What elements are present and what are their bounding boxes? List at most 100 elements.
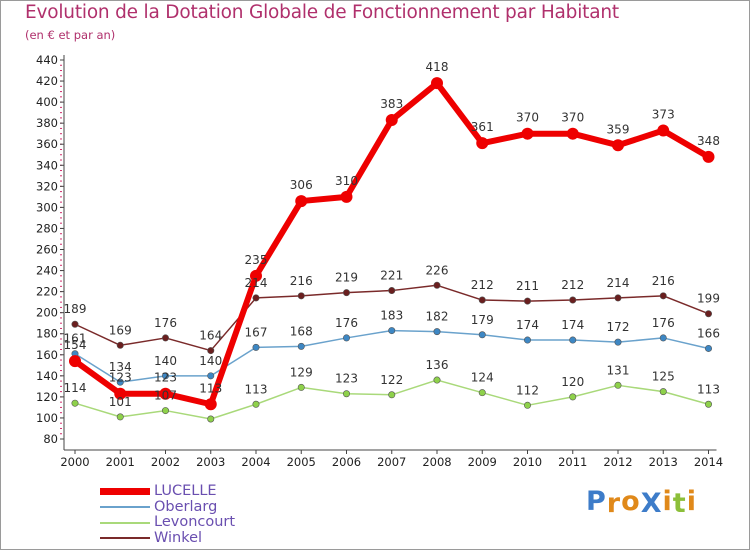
point-levoncourt <box>704 400 712 408</box>
y-minor-tick <box>60 196 62 198</box>
x-tick-label: 2006 <box>332 455 361 469</box>
point-oberlarg <box>207 372 215 380</box>
point-lucelle <box>431 77 443 90</box>
point-lucelle <box>476 137 489 150</box>
point-lucelle <box>340 190 353 203</box>
y-minor-tick <box>60 433 62 435</box>
point-winkel <box>569 296 577 304</box>
point-lucelle <box>250 269 262 282</box>
data-label-winkel: 176 <box>154 316 177 330</box>
data-label-lucelle: 310 <box>335 174 358 188</box>
y-minor-tick <box>60 338 62 340</box>
legend-label: Oberlarg <box>154 498 218 515</box>
x-tick-label: 2001 <box>106 455 135 469</box>
data-label-oberlarg: 182 <box>426 310 449 324</box>
data-label-oberlarg: 183 <box>380 309 403 323</box>
point-lucelle <box>295 195 308 208</box>
y-tick-label: 260 <box>36 243 58 257</box>
y-tick-label: 300 <box>36 200 58 214</box>
data-label-winkel: 219 <box>335 271 358 285</box>
y-minor-tick <box>60 391 62 393</box>
point-lucelle <box>702 150 715 163</box>
point-oberlarg <box>342 334 350 342</box>
y-minor-tick <box>60 64 62 66</box>
y-tick-label: 280 <box>36 221 58 235</box>
legend-item-lucelle: LUCELLE <box>100 484 235 500</box>
point-oberlarg <box>388 327 396 335</box>
point-lucelle <box>159 387 172 400</box>
data-label-oberlarg: 174 <box>561 318 584 332</box>
data-label-levoncourt: 114 <box>64 381 87 395</box>
data-label-oberlarg: 176 <box>335 316 358 330</box>
point-oberlarg <box>252 343 260 351</box>
y-minor-tick <box>60 264 62 266</box>
point-levoncourt <box>252 400 260 408</box>
x-tick-label: 2000 <box>60 455 89 469</box>
x-tick-label: 2012 <box>603 455 632 469</box>
x-tick-label: 2013 <box>649 455 678 469</box>
y-minor-tick <box>60 385 62 387</box>
chart-title: Evolution de la Dotation Globale de Fonc… <box>25 2 619 23</box>
y-minor-tick <box>60 427 62 429</box>
data-label-oberlarg: 140 <box>199 354 222 368</box>
legend-item-levoncourt: Levoncourt <box>100 515 235 531</box>
y-minor-tick <box>60 412 62 414</box>
data-label-oberlarg: 168 <box>290 324 313 338</box>
data-label-winkel: 226 <box>426 263 449 277</box>
data-label-levoncourt: 129 <box>290 365 313 379</box>
logo-letter: i <box>686 486 697 517</box>
data-label-oberlarg: 166 <box>697 326 720 340</box>
point-oberlarg <box>116 378 124 386</box>
data-label-levoncourt: 113 <box>697 382 720 396</box>
data-label-levoncourt: 125 <box>652 370 675 384</box>
chart-subtitle: (en € et par an) <box>25 28 116 42</box>
y-minor-tick <box>60 364 62 366</box>
y-tick-label: 200 <box>36 306 58 320</box>
y-tick-label: 160 <box>36 348 58 362</box>
y-minor-tick <box>60 148 62 150</box>
point-levoncourt <box>614 381 622 389</box>
y-tick-label: 120 <box>36 390 58 404</box>
data-label-oberlarg: 134 <box>109 360 132 374</box>
data-label-winkel: 169 <box>109 323 132 337</box>
y-minor-tick <box>60 191 62 193</box>
data-label-winkel: 216 <box>290 274 313 288</box>
y-minor-tick <box>60 322 62 324</box>
point-lucelle <box>204 398 217 411</box>
point-oberlarg <box>433 328 441 336</box>
point-lucelle <box>566 127 579 140</box>
y-minor-tick <box>60 233 62 235</box>
y-minor-tick <box>60 70 62 72</box>
data-label-winkel: 189 <box>64 302 87 316</box>
data-label-oberlarg: 174 <box>516 318 539 332</box>
point-oberlarg <box>162 372 170 380</box>
data-label-levoncourt: 136 <box>426 358 449 372</box>
data-label-lucelle: 123 <box>109 371 132 385</box>
point-levoncourt <box>478 389 486 397</box>
point-levoncourt <box>659 388 667 396</box>
data-label-lucelle: 348 <box>697 134 720 148</box>
y-minor-tick <box>60 317 62 319</box>
logo-letter: P <box>586 486 607 517</box>
point-winkel <box>659 292 667 300</box>
data-label-winkel: 216 <box>652 274 675 288</box>
y-minor-tick <box>60 75 62 77</box>
point-lucelle <box>612 139 624 152</box>
logo-letter: X <box>640 488 663 519</box>
legend-label: Levoncourt <box>154 514 236 531</box>
point-winkel <box>388 287 396 295</box>
y-tick-label: 360 <box>36 137 58 151</box>
logo-letter: i <box>662 486 673 517</box>
legend-label: Winkel <box>154 529 203 546</box>
x-tick-label: 2003 <box>196 455 225 469</box>
data-label-winkel: 214 <box>245 276 268 290</box>
data-label-winkel: 212 <box>561 278 584 292</box>
y-minor-tick <box>60 254 62 256</box>
legend-item-winkel: Winkel <box>100 529 235 547</box>
data-label-winkel: 211 <box>516 279 539 293</box>
legend-swatch <box>100 537 150 540</box>
logo-letter: t <box>672 488 687 519</box>
point-winkel <box>207 347 215 355</box>
chart-legend: LUCELLE Oberlarg Levoncourt Winkel <box>100 484 235 546</box>
